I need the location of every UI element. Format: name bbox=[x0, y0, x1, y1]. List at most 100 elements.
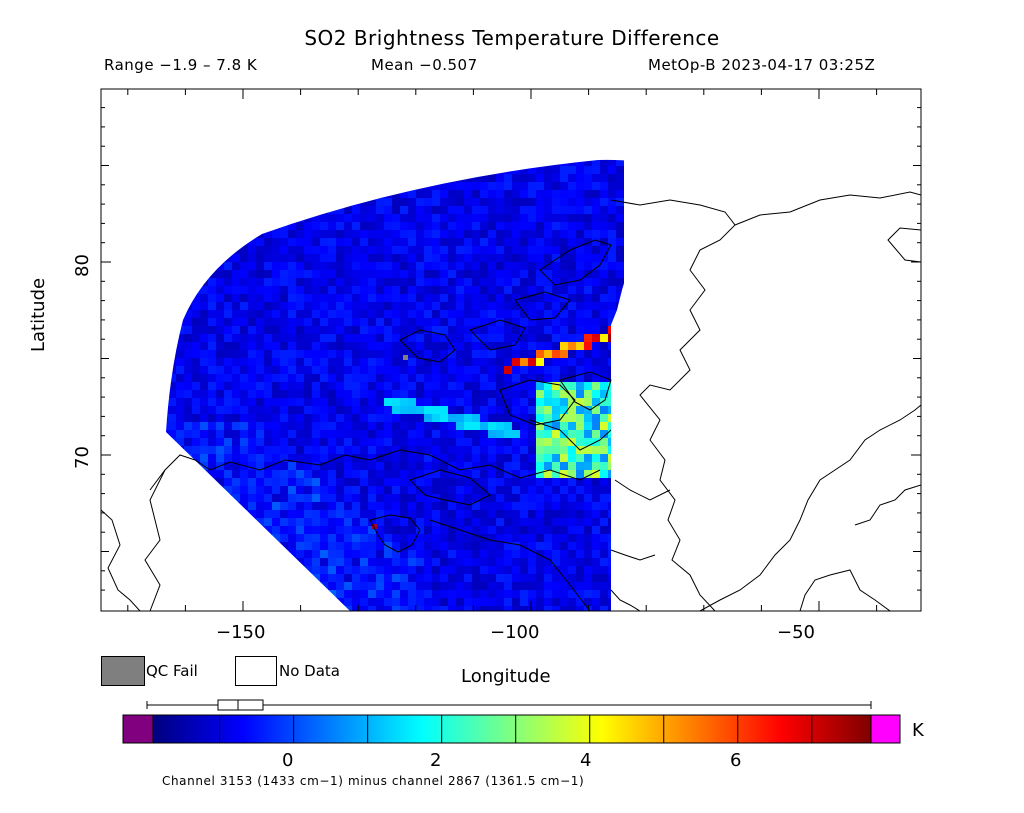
swath-cell bbox=[224, 278, 232, 286]
swath-cell bbox=[424, 542, 432, 550]
swath-cell bbox=[432, 342, 440, 350]
swath-cell bbox=[552, 446, 560, 454]
swath-cell bbox=[472, 206, 480, 214]
swath-cell bbox=[248, 430, 256, 438]
swath-cell bbox=[544, 582, 552, 590]
swath-cell bbox=[384, 374, 392, 382]
swath-cell bbox=[320, 462, 328, 470]
swath-cell bbox=[376, 510, 384, 518]
swath-cell bbox=[272, 374, 280, 382]
swath-cell bbox=[504, 502, 512, 510]
swath-cell bbox=[360, 286, 368, 294]
swath-cell bbox=[432, 182, 440, 190]
swath-cell bbox=[528, 166, 536, 174]
swath-cell bbox=[280, 278, 288, 286]
swath-cell bbox=[352, 470, 360, 478]
swath-cell bbox=[560, 334, 568, 342]
swath-cell bbox=[456, 238, 464, 246]
swath-cell bbox=[368, 198, 376, 206]
swath-cell bbox=[584, 374, 592, 382]
swath-cell bbox=[408, 566, 416, 574]
swath-cell bbox=[424, 590, 432, 598]
swath-cell bbox=[192, 318, 200, 326]
swath-cell bbox=[240, 438, 248, 446]
swath-cell bbox=[296, 318, 304, 326]
swath-cell bbox=[504, 438, 512, 446]
swath-cell bbox=[400, 470, 408, 478]
swath-cell bbox=[608, 222, 616, 230]
swath-cell bbox=[512, 262, 520, 270]
swath-cell bbox=[560, 238, 568, 246]
swath-cell bbox=[576, 358, 584, 366]
swath-cell bbox=[552, 206, 560, 214]
swath-cell bbox=[248, 326, 256, 334]
swath-cell bbox=[448, 574, 456, 582]
swath-cell bbox=[480, 310, 488, 318]
no-data-swatch bbox=[235, 656, 277, 686]
swath-cell bbox=[288, 350, 296, 358]
swath-cell bbox=[600, 342, 608, 350]
swath-cell bbox=[304, 310, 312, 318]
swath-cell bbox=[296, 478, 304, 486]
swath-cell bbox=[440, 446, 448, 454]
swath-cell bbox=[496, 422, 504, 430]
swath-cell bbox=[256, 310, 264, 318]
swath-cell bbox=[360, 302, 368, 310]
swath-cell bbox=[376, 310, 384, 318]
swath-cell bbox=[328, 310, 336, 318]
swath-cell bbox=[376, 366, 384, 374]
swath-cell bbox=[600, 358, 608, 366]
swath-cell bbox=[536, 374, 544, 382]
swath-cell bbox=[528, 470, 536, 478]
swath-cell bbox=[608, 214, 616, 222]
swath-cell bbox=[352, 366, 360, 374]
swath-cell bbox=[568, 214, 576, 222]
swath-cell bbox=[584, 254, 592, 262]
swath-cell bbox=[272, 462, 280, 470]
swath-cell bbox=[384, 502, 392, 510]
swath-cell bbox=[304, 494, 312, 502]
swath-cell bbox=[448, 350, 456, 358]
swath-cell bbox=[552, 302, 560, 310]
swath-cell bbox=[288, 366, 296, 374]
swath-cell bbox=[592, 510, 600, 518]
swath-cell bbox=[480, 526, 488, 534]
swath-cell bbox=[448, 582, 456, 590]
swath-cell bbox=[552, 286, 560, 294]
swath-cell bbox=[304, 262, 312, 270]
swath-cell bbox=[200, 398, 208, 406]
swath-cell bbox=[584, 470, 592, 478]
swath-cell bbox=[456, 374, 464, 382]
swath-cell bbox=[440, 206, 448, 214]
swath-cell bbox=[424, 318, 432, 326]
swath-cell bbox=[376, 542, 384, 550]
swath-cell bbox=[584, 534, 592, 542]
swath-cell bbox=[320, 254, 328, 262]
swath-cell bbox=[320, 422, 328, 430]
swath-cell bbox=[456, 462, 464, 470]
swath-cell bbox=[568, 366, 576, 374]
swath-cell bbox=[264, 406, 272, 414]
swath-cell bbox=[472, 534, 480, 542]
swath-cell bbox=[456, 214, 464, 222]
swath-cell bbox=[432, 302, 440, 310]
swath-cell bbox=[416, 350, 424, 358]
swath-cell bbox=[256, 358, 264, 366]
swath-cell bbox=[400, 526, 408, 534]
swath-cell bbox=[440, 262, 448, 270]
swath-cell bbox=[448, 238, 456, 246]
swath-cell bbox=[312, 326, 320, 334]
swath-cell bbox=[584, 454, 592, 462]
swath-cell bbox=[448, 326, 456, 334]
swath-cell bbox=[432, 446, 440, 454]
swath-cell bbox=[392, 422, 400, 430]
swath-cell bbox=[488, 358, 496, 366]
swath-cell bbox=[296, 526, 304, 534]
swath-cell bbox=[464, 462, 472, 470]
swath-cell bbox=[592, 398, 600, 406]
swath-cell bbox=[400, 566, 408, 574]
swath-cell bbox=[416, 278, 424, 286]
swath-cell bbox=[296, 366, 304, 374]
swath-cell bbox=[312, 462, 320, 470]
swath-cell bbox=[456, 334, 464, 342]
